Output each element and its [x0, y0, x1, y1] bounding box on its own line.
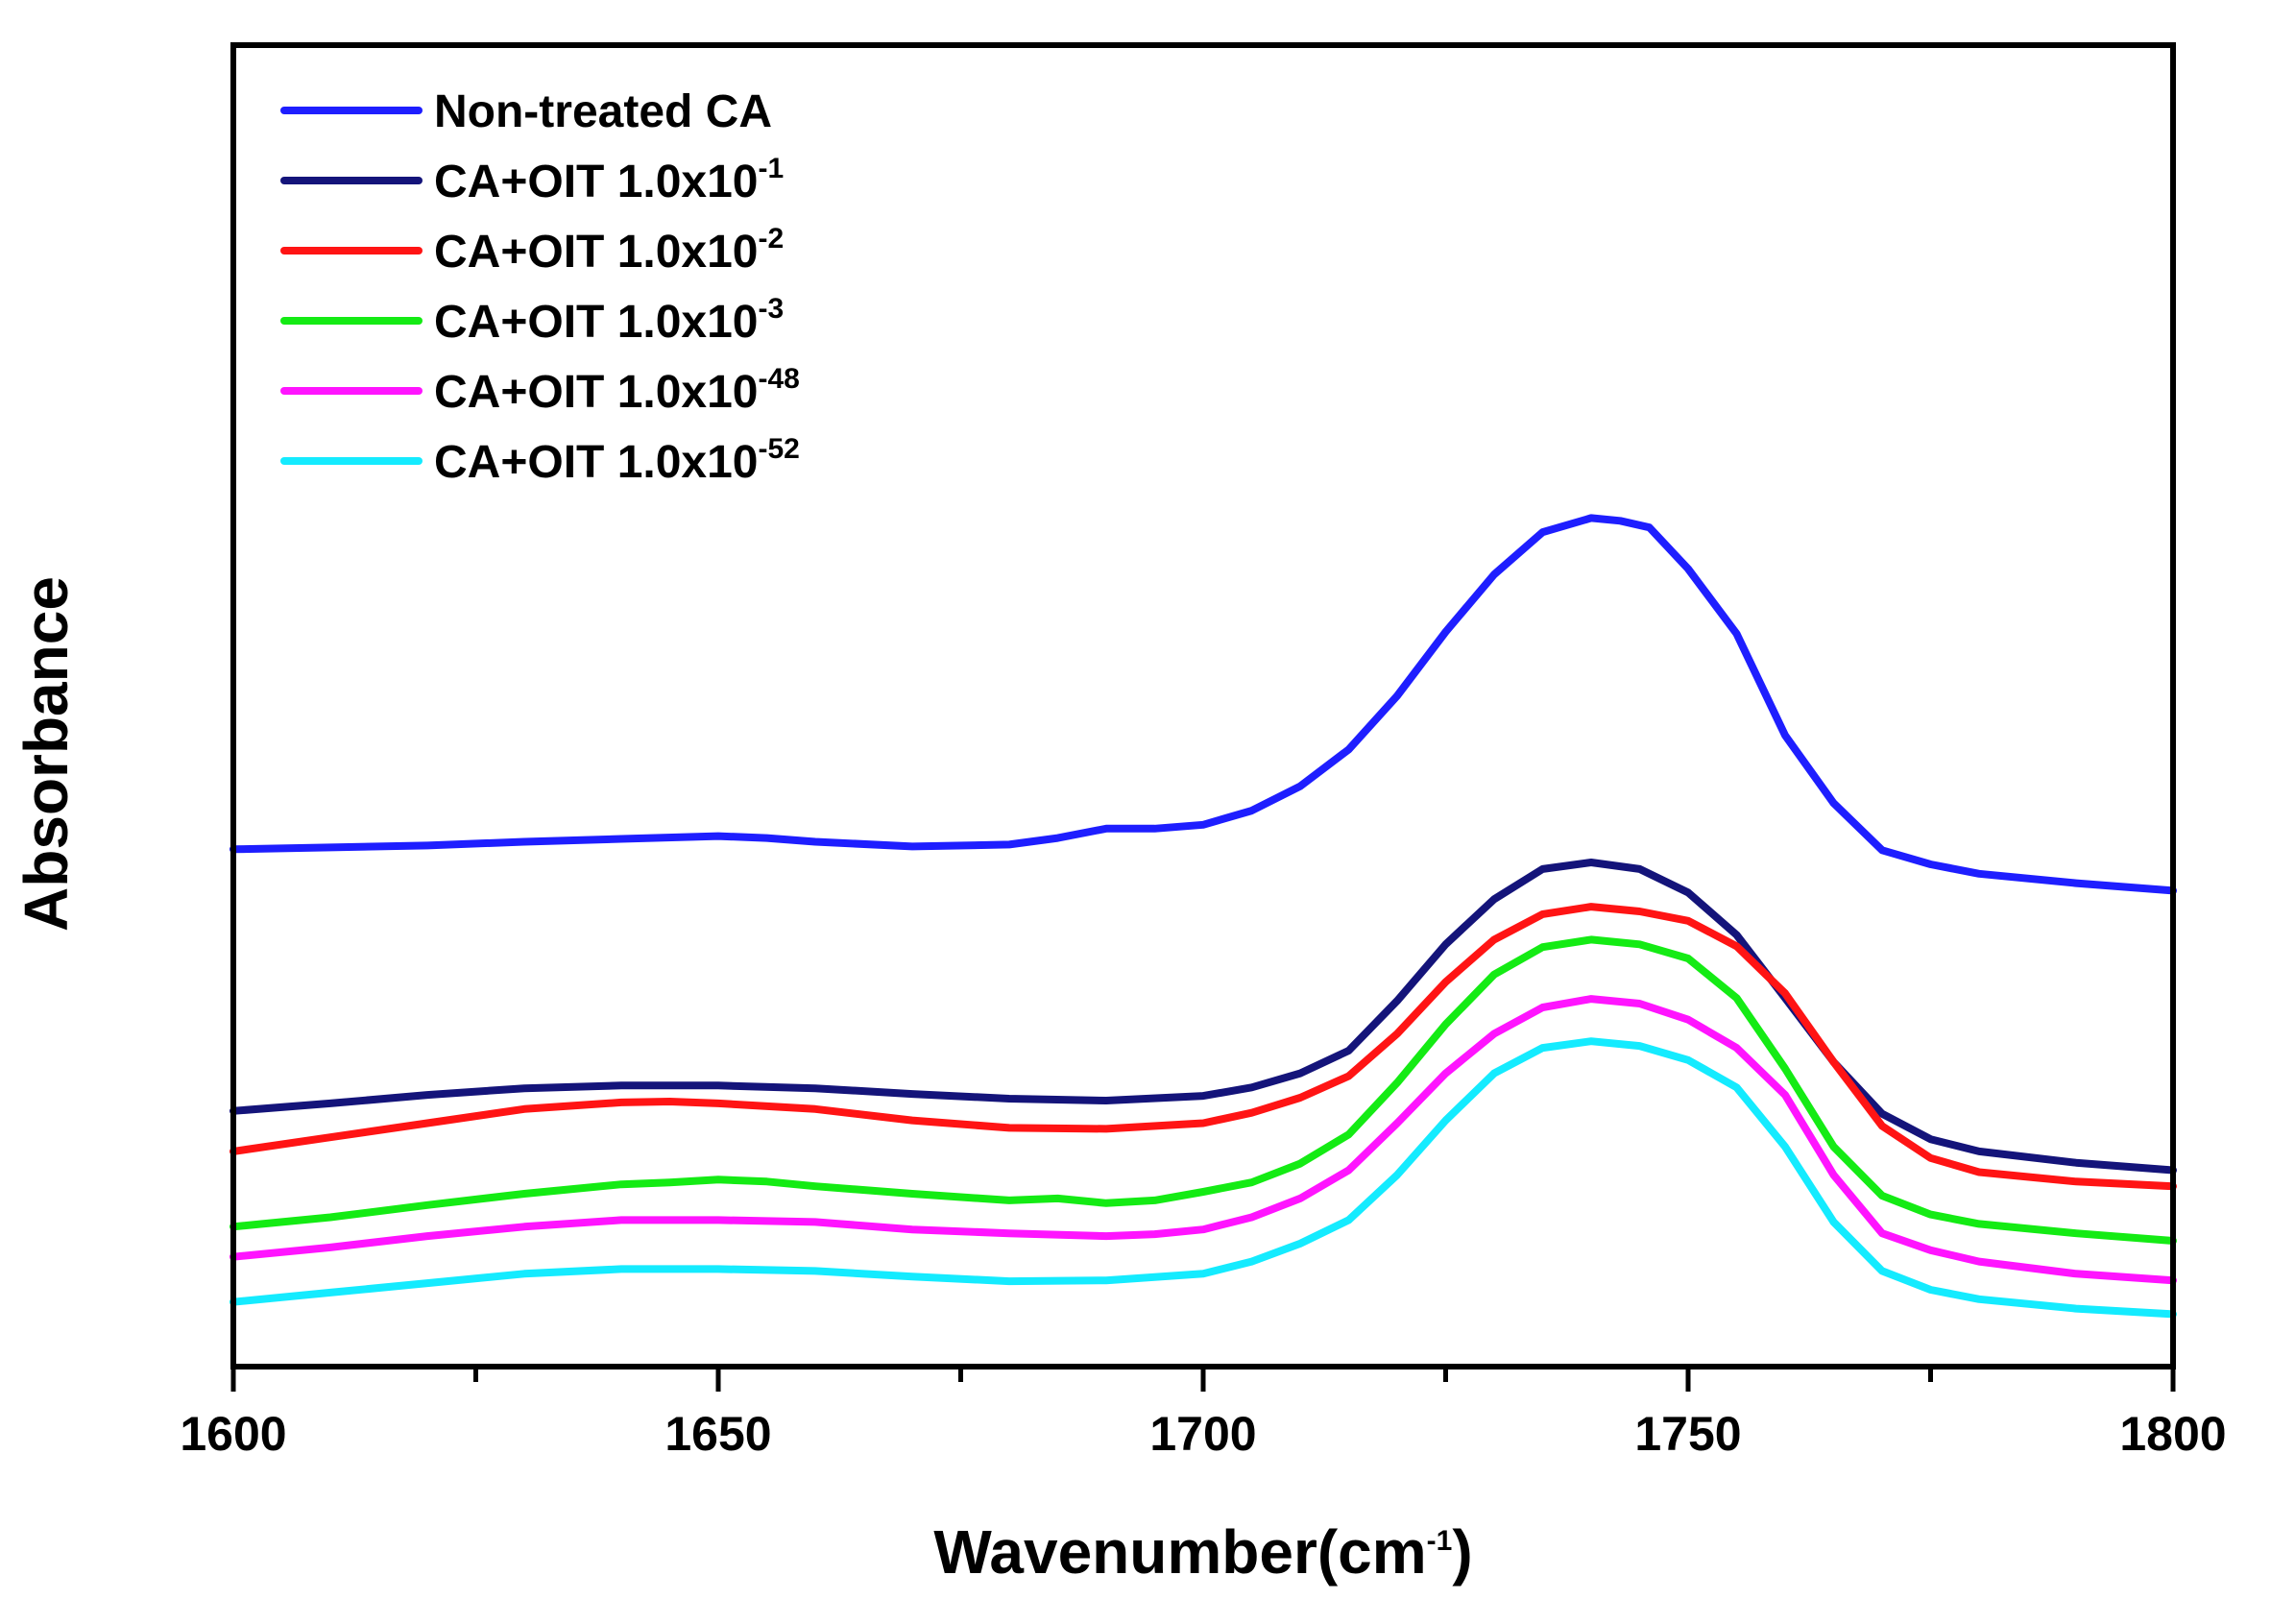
legend-label-superscript: -48	[759, 363, 800, 395]
x-axis-title-superscript: -1	[1427, 1525, 1453, 1557]
x-tick-label-1800: 1800	[2119, 1407, 2226, 1461]
series-line-ca-oit-1-0x10-3	[230, 935, 2177, 1245]
legend-label-ca-oit-1-0x10-52: CA+OIT 1.0x10-52	[434, 433, 800, 488]
y-axis-title: Absorbance	[12, 576, 81, 932]
series-line-ca-oit-1-0x10-48	[230, 995, 2177, 1285]
legend-label-ca-oit-1-0x10-2: CA+OIT 1.0x10-2	[434, 223, 784, 278]
x-axis-title-text: Wavenumber(cm	[933, 1517, 1426, 1587]
x-tick-label-1650: 1650	[664, 1407, 771, 1461]
x-axis-title-close: )	[1452, 1517, 1472, 1587]
plot-lines	[230, 514, 2177, 1319]
legend-label-text: CA+OIT 1.0x10	[434, 157, 759, 207]
x-tick-label-1700: 1700	[1149, 1407, 1256, 1461]
legend-label-superscript: -52	[759, 433, 800, 465]
legend-label-text: CA+OIT 1.0x10	[434, 367, 759, 418]
legend-label-non-treated-ca: Non-treated CA	[434, 86, 772, 137]
legend-label-superscript: -3	[759, 293, 785, 325]
x-tick-label-1750: 1750	[1634, 1407, 1741, 1461]
legend-label-superscript: -1	[759, 153, 785, 184]
legend-label-ca-oit-1-0x10-3: CA+OIT 1.0x10-3	[434, 293, 784, 348]
legend-label-ca-oit-1-0x10-48: CA+OIT 1.0x10-48	[434, 363, 800, 418]
x-axis-ticks: 1600 1650 1700 1750 1800	[180, 1367, 2227, 1461]
series-line-non-treated-ca	[230, 514, 2177, 895]
series-line-ca-oit-1-0x10-52	[230, 1037, 2177, 1319]
legend-label-text: CA+OIT 1.0x10	[434, 437, 759, 488]
legend-label-superscript: -2	[759, 223, 785, 255]
legend-label-text: CA+OIT 1.0x10	[434, 227, 759, 278]
x-axis-title: Wavenumber(cm-1)	[933, 1517, 1472, 1587]
series-line-ca-oit-1-0x10-2	[230, 903, 2177, 1191]
legend-label-text: Non-treated CA	[434, 86, 772, 137]
x-tick-label-1600: 1600	[180, 1407, 286, 1461]
legend-label-text: CA+OIT 1.0x10	[434, 297, 759, 348]
legend-label-ca-oit-1-0x10-1: CA+OIT 1.0x10-1	[434, 153, 784, 207]
